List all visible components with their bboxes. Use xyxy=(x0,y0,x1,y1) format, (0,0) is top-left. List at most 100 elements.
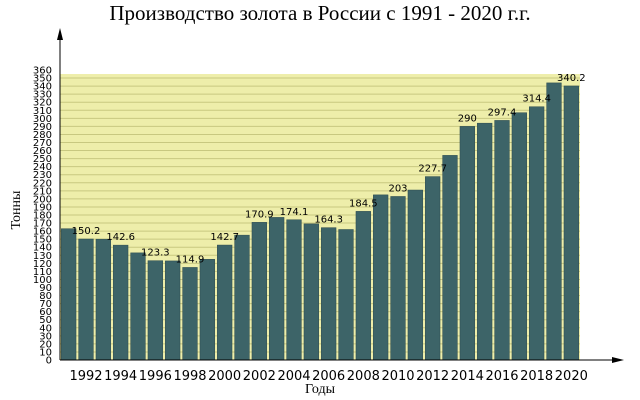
bar-1996 xyxy=(147,260,163,361)
bar-1993 xyxy=(95,238,111,361)
bar-2018 xyxy=(529,106,545,361)
x-tick-labels: 1992 1994 1996 1998 2000 2002 2004 2006 2008 2010… xyxy=(69,369,587,384)
x-tick-label: 2010 xyxy=(381,369,414,384)
x-tick-label: 1996 xyxy=(139,369,172,384)
bar-2013 xyxy=(442,155,458,361)
y-tick-label: 220 xyxy=(33,178,52,189)
data-label: 142.7 xyxy=(210,232,239,243)
data-label: 123.3 xyxy=(141,248,170,259)
chart-title: Производство золота в России с 1991 - 20… xyxy=(109,1,530,25)
bar-1998 xyxy=(182,267,198,361)
bar-2011 xyxy=(407,189,423,361)
plot-area xyxy=(60,74,580,361)
y-tick-label: 320 xyxy=(33,98,52,109)
axes xyxy=(57,28,624,363)
x-tick-label: 2004 xyxy=(277,369,310,384)
y-tick-label: 200 xyxy=(33,194,52,205)
data-label: 142.6 xyxy=(106,232,135,243)
x-tick-label: 2014 xyxy=(451,369,484,384)
y-tick-label: 240 xyxy=(33,162,52,173)
y-tick-label: 10 xyxy=(39,347,52,358)
bar-1995 xyxy=(130,252,146,361)
x-tick-label: 1994 xyxy=(104,369,137,384)
x-tick-label: 2012 xyxy=(416,369,449,384)
y-tick-label: 280 xyxy=(33,130,52,141)
grid-lines xyxy=(60,77,580,353)
data-label: 227.7 xyxy=(418,164,447,175)
y-tick-label: 100 xyxy=(33,275,52,286)
y-tick-label: 20 xyxy=(39,339,52,350)
bar-2009 xyxy=(373,194,389,361)
data-label: 203 xyxy=(388,183,407,194)
bar-1999 xyxy=(199,259,215,361)
data-label: 290 xyxy=(458,113,477,124)
x-axis-arrow-icon xyxy=(612,357,624,363)
y-tick-label: 120 xyxy=(33,259,52,270)
y-tick-label: 310 xyxy=(33,106,52,117)
x-tick-label: 2008 xyxy=(347,369,380,384)
y-tick-label: 180 xyxy=(33,211,52,222)
x-tick-label: 1992 xyxy=(69,369,102,384)
bar-1992 xyxy=(78,238,94,361)
y-tick-label: 340 xyxy=(33,82,52,93)
y-tick-label: 110 xyxy=(33,267,52,278)
bar-2000 xyxy=(217,244,233,361)
bar-1991 xyxy=(61,228,77,361)
x-tick-label: 2018 xyxy=(520,369,553,384)
y-tick-label: 230 xyxy=(33,170,52,181)
y-tick-label: 190 xyxy=(33,202,52,213)
y-tick-label: 130 xyxy=(33,251,52,262)
data-label: 170.9 xyxy=(245,209,274,220)
x-axis-label: Годы xyxy=(305,382,336,397)
bar-2020 xyxy=(563,85,579,361)
y-tick-label: 270 xyxy=(33,138,52,149)
y-tick-label: 140 xyxy=(33,243,52,254)
y-tick-label: 50 xyxy=(39,315,52,326)
y-tick-label: 250 xyxy=(33,154,52,165)
x-tick-label: 2016 xyxy=(485,369,518,384)
y-tick-label: 350 xyxy=(33,74,52,85)
y-tick-label: 170 xyxy=(33,219,52,230)
y-tick-label: 300 xyxy=(33,114,52,125)
bar-2008 xyxy=(355,211,371,361)
y-tick-label: 160 xyxy=(33,227,52,238)
x-tick-label: 2002 xyxy=(243,369,276,384)
plot-background xyxy=(60,74,580,361)
bar-2012 xyxy=(425,176,441,361)
y-tick-label: 360 xyxy=(33,66,52,77)
y-tick-label: 90 xyxy=(39,283,52,294)
x-tick-label: 2006 xyxy=(312,369,345,384)
bar-2014 xyxy=(459,126,475,361)
y-tick-label: 40 xyxy=(39,323,52,334)
y-tick-label: 150 xyxy=(33,235,52,246)
bar-2001 xyxy=(234,234,250,361)
data-label: 150.2 xyxy=(72,226,101,237)
y-tick-label: 330 xyxy=(33,90,52,101)
y-axis-label: Тонны xyxy=(9,190,24,229)
y-tick-label: 260 xyxy=(33,146,52,157)
y-tick-label: 290 xyxy=(33,122,52,133)
bar-2005 xyxy=(303,223,319,361)
bar-1997 xyxy=(165,260,181,361)
bar-2016 xyxy=(494,120,510,361)
data-label: 164.3 xyxy=(314,215,343,226)
bars xyxy=(61,82,579,361)
data-labels: 150.2 142.6 123.3 114.9 142.7 170.9 174.1 164.3… xyxy=(72,73,586,265)
data-label: 297.4 xyxy=(488,107,517,118)
data-label: 340.2 xyxy=(557,73,586,84)
bar-2006 xyxy=(321,227,337,361)
x-tick-label: 2020 xyxy=(555,369,588,384)
y-tick-label: 60 xyxy=(39,307,52,318)
x-tick-label: 2000 xyxy=(208,369,241,384)
y-axis-arrow-icon xyxy=(57,28,63,40)
bar-2010 xyxy=(390,196,406,361)
bar-2004 xyxy=(286,219,302,361)
y-tick-label: 0 xyxy=(46,356,52,367)
y-tick-label: 210 xyxy=(33,186,52,197)
bar-2003 xyxy=(269,217,285,361)
data-label: 174.1 xyxy=(280,207,309,218)
y-tick-label: 80 xyxy=(39,291,52,302)
data-label: 314.4 xyxy=(522,94,551,105)
y-tick-label: 70 xyxy=(39,299,52,310)
